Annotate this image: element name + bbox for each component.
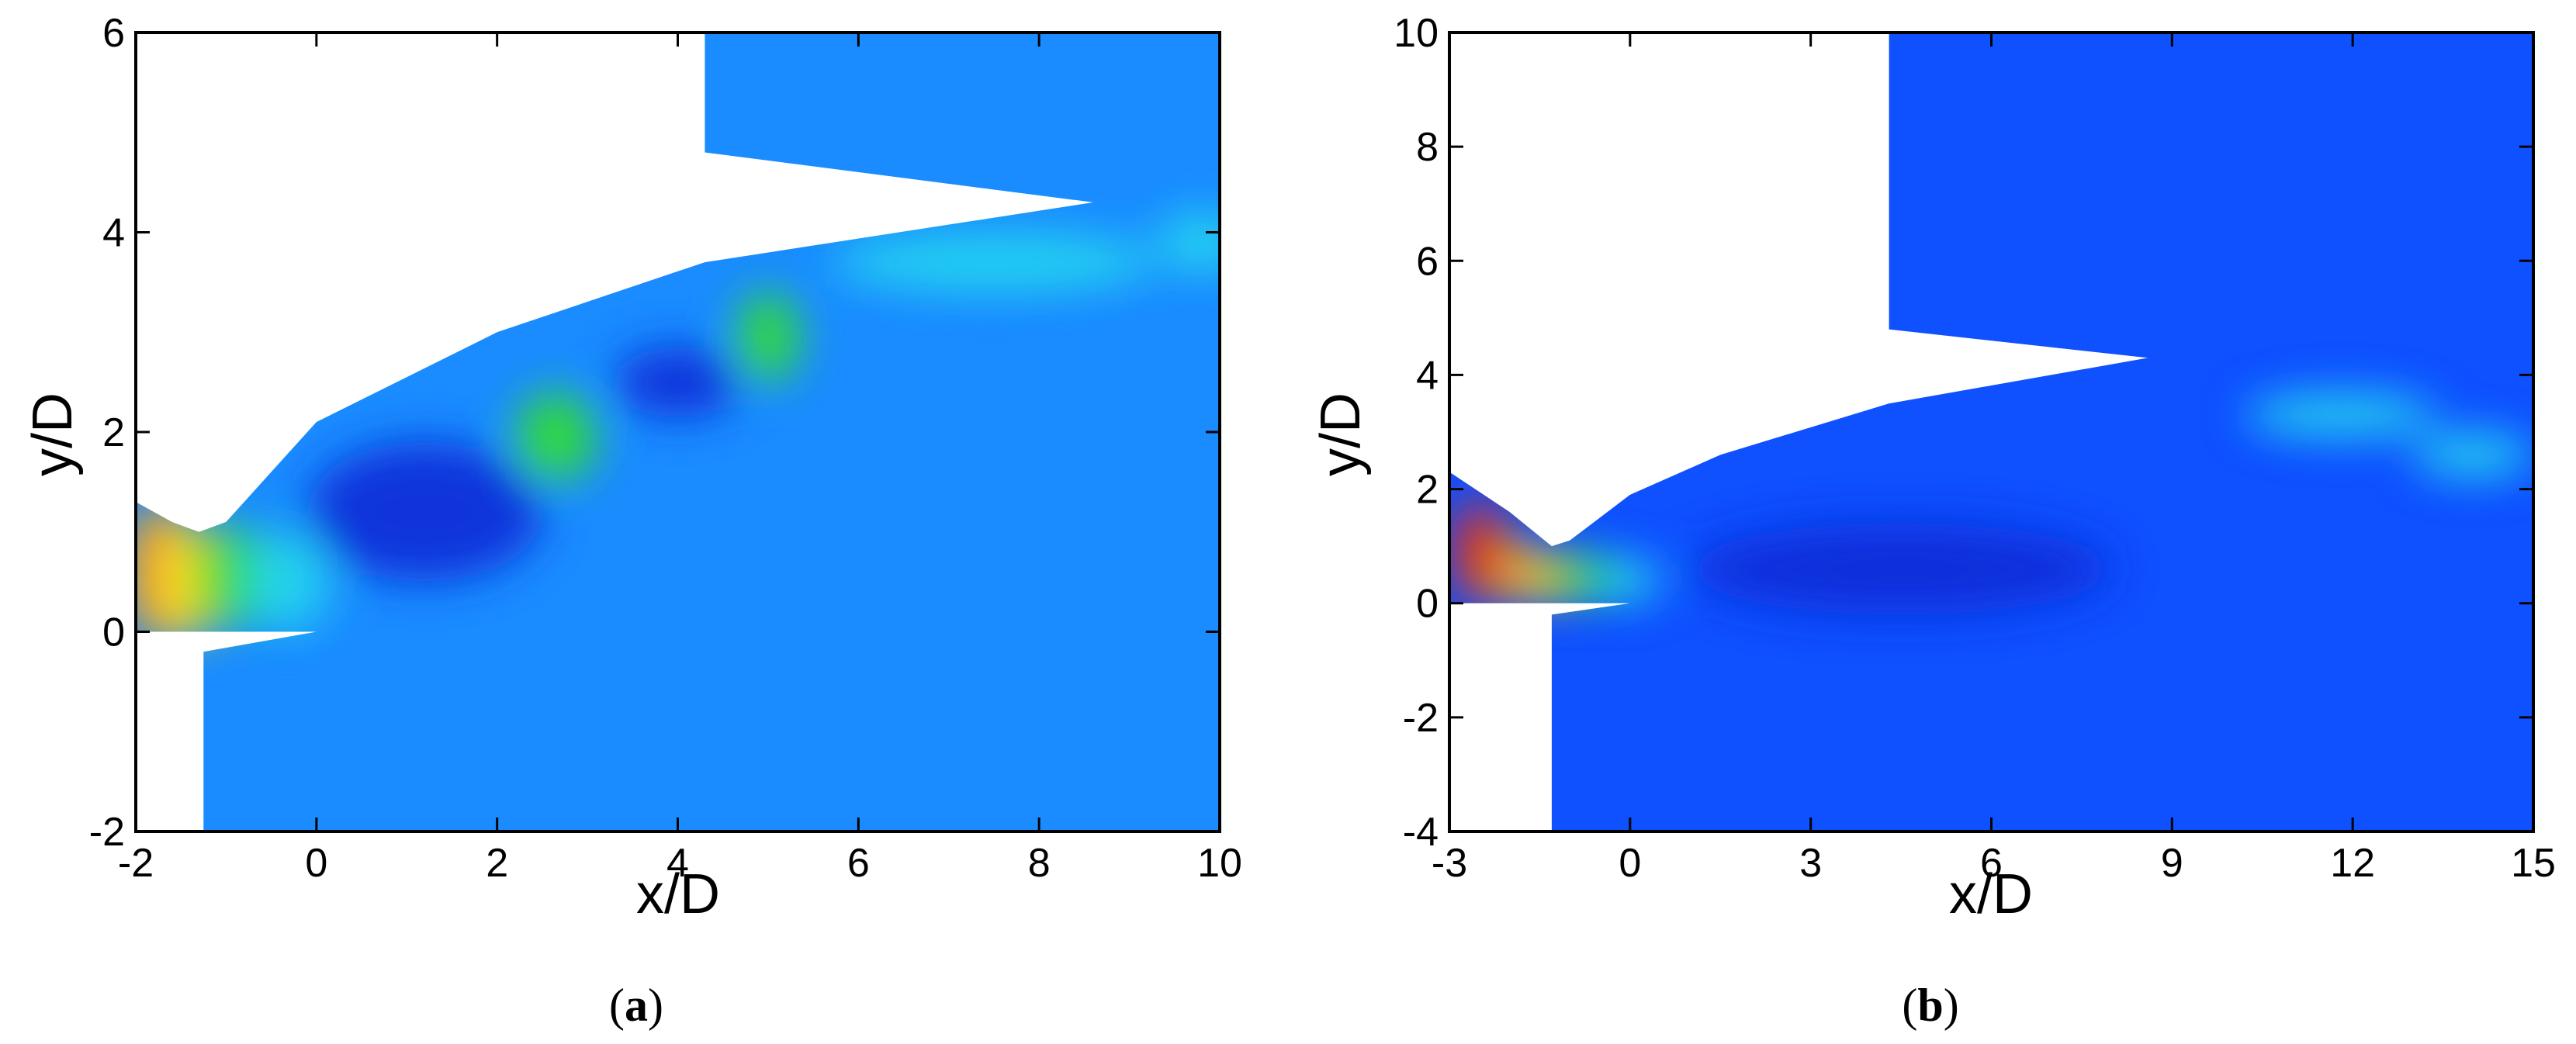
contour-expansion-6 [615, 347, 741, 417]
y-tick-label: 0 [1416, 582, 1439, 627]
x-tick-label: 12 [2330, 841, 2375, 886]
panel-a: -2 0 2 4 6 8 10 -2 0 2 4 6 x/D y/D (a) [22, 11, 1242, 1031]
x-tick-label: 0 [1619, 841, 1641, 886]
contour-shock_cell-7 [736, 292, 800, 382]
y-tick-label: 8 [1416, 125, 1439, 170]
contour-inflow-1 [1491, 540, 1540, 603]
axes-a: -2 0 2 4 6 8 10 -2 0 2 4 6 [89, 11, 1242, 886]
x-tick-label: -3 [1432, 841, 1467, 886]
panel-b: -3 0 3 6 9 12 15 -4 -2 0 2 4 6 8 10 x/D y/D (b) [1310, 11, 2556, 1031]
contour-shear-8 [831, 232, 1157, 292]
x-tick-label: 10 [1197, 841, 1242, 886]
y-tick-label: 0 [102, 610, 125, 655]
contour-shear-6 [2244, 392, 2437, 438]
contour-expansion-5 [1690, 523, 2112, 615]
y-tick-label: 6 [102, 11, 125, 56]
y-tick-label: 2 [1416, 468, 1439, 513]
solid-wall-region-1 [136, 33, 1093, 532]
contour-expansion-4 [307, 441, 542, 582]
x-tick-label: 9 [2161, 841, 2183, 886]
x-tick-label: -2 [118, 841, 154, 886]
y-tick-label: 10 [1394, 11, 1439, 56]
y-tick-label: 2 [102, 410, 125, 455]
y-axis-label: y/D [22, 392, 84, 476]
plot-b [1449, 33, 2533, 831]
y-tick-label: -2 [89, 810, 125, 855]
x-tick-label: 3 [1799, 841, 1822, 886]
contour-core-4 [1600, 557, 1660, 603]
x-tick-label: 6 [847, 841, 870, 886]
x-axis-label: x/D [1949, 863, 2033, 925]
x-tick-label: 0 [305, 841, 327, 886]
contour-inflow-1 [158, 521, 213, 642]
y-tick-label: 4 [102, 211, 125, 256]
solid-wall-region-0 [136, 631, 317, 831]
x-axis-label: x/D [636, 863, 720, 925]
panel-caption-a: (a) [609, 980, 663, 1031]
y-tick-label: 4 [1416, 353, 1439, 398]
y-tick-label: -4 [1403, 810, 1439, 855]
contour-shock_cell-5 [514, 392, 597, 482]
x-tick-label: 4 [667, 841, 689, 886]
x-tick-label: 15 [2511, 841, 2556, 886]
x-tick-label: 8 [1028, 841, 1051, 886]
plot-a [136, 33, 1220, 831]
solid-wall-region-0 [1449, 603, 1630, 831]
panel-caption-b: (b) [1902, 980, 1958, 1031]
x-tick-label: 6 [1980, 841, 2003, 886]
contour-shear-9 [1156, 212, 1220, 272]
solid-wall-region-1 [1449, 33, 2148, 547]
contour-shear-7 [2412, 432, 2533, 478]
y-axis-label: y/D [1310, 392, 1372, 476]
x-tick-label: 2 [486, 841, 508, 886]
contour-inflow-2 [1527, 551, 1564, 603]
y-tick-label: -2 [1403, 696, 1439, 741]
contour-core-3 [248, 531, 331, 632]
axes-b: -3 0 3 6 9 12 15 -4 -2 0 2 4 6 8 10 [1394, 11, 2556, 886]
y-tick-label: 6 [1416, 239, 1439, 284]
